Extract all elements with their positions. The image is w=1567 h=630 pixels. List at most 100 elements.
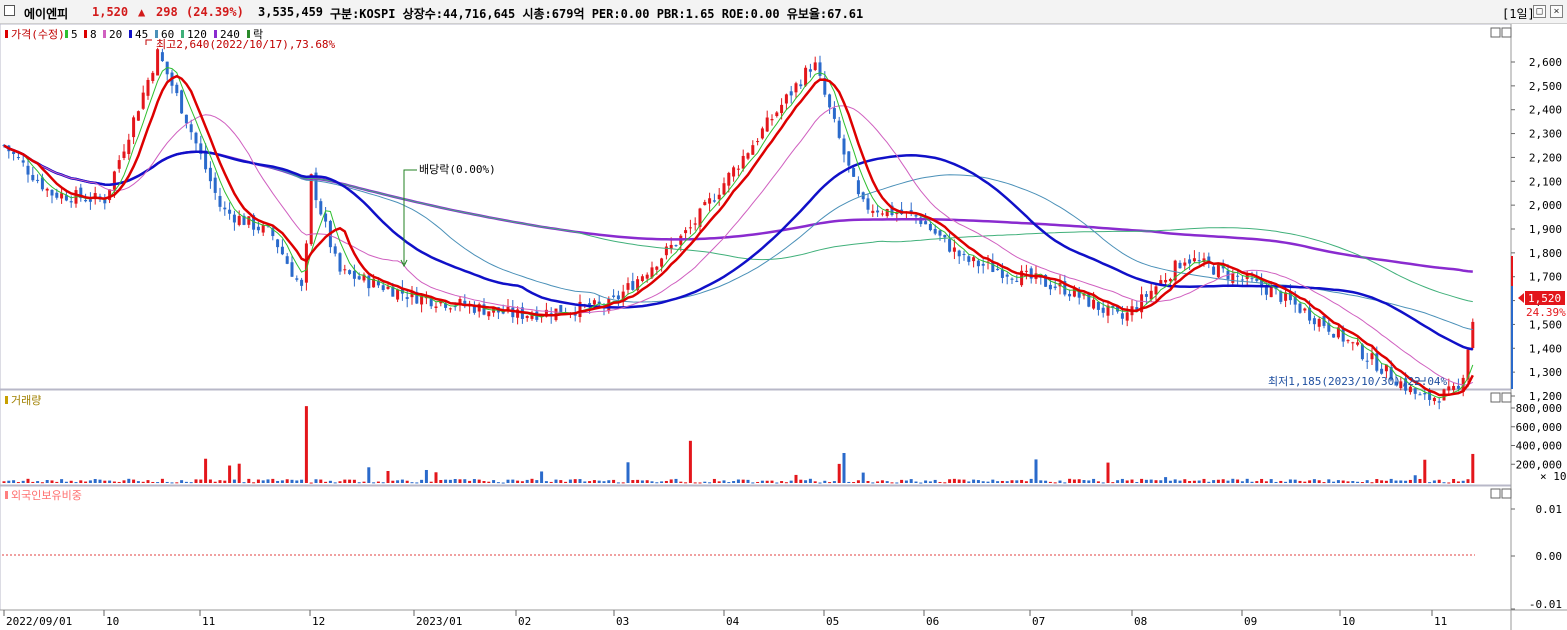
candle-body: [1437, 401, 1441, 403]
candle-body: [285, 256, 289, 264]
maximize-icon[interactable]: □: [1533, 5, 1546, 18]
date-tick-label: 10: [1342, 615, 1355, 628]
candle-body: [1072, 288, 1076, 297]
volume-bar: [2, 481, 6, 483]
high-annotation: 최고2,640(2022/10/17),73.68%: [145, 38, 336, 51]
candle-body: [804, 67, 808, 86]
volume-bar: [1149, 479, 1153, 483]
price-panel[interactable]: [0, 24, 1512, 390]
close-icon[interactable]: ×: [1550, 5, 1563, 18]
volume-panel[interactable]: [0, 389, 1512, 486]
candle-body: [669, 244, 673, 250]
candle-body: [650, 267, 654, 278]
volume-bar: [338, 481, 342, 483]
volume-bar: [1375, 479, 1379, 483]
candle-body: [684, 230, 688, 234]
candle-body: [1068, 293, 1072, 297]
price-tick-label: 2,600: [1529, 56, 1562, 69]
candle-body: [333, 246, 337, 254]
volume-bar: [1168, 480, 1172, 483]
volume-bar: [247, 478, 251, 483]
volume-bar: [698, 482, 702, 484]
moving-average-lines: [3, 66, 1474, 399]
candle-body: [717, 194, 721, 200]
volume-bar: [1221, 479, 1225, 483]
candle-body: [348, 270, 352, 274]
volume-bar: [362, 481, 366, 483]
candle-body: [1087, 292, 1091, 307]
volume-bar: [1173, 479, 1177, 483]
volume-bar: [1029, 478, 1033, 483]
candle-body: [597, 301, 601, 304]
candle-body: [1413, 388, 1417, 394]
price-tick-label: 2,400: [1529, 104, 1562, 117]
volume-bar: [876, 481, 880, 483]
volume-bar: [285, 479, 289, 483]
candle-body: [84, 199, 88, 202]
foreign-panel-buttons[interactable]: [1490, 488, 1512, 499]
volume-bar: [1231, 478, 1235, 483]
candle-body: [184, 114, 188, 124]
volume-bar: [117, 481, 121, 483]
volume-bar: [780, 481, 784, 483]
volume-bar: [919, 482, 923, 484]
volume-bar: [1250, 481, 1254, 483]
volume-bar: [1384, 480, 1388, 483]
volume-bar: [458, 479, 462, 483]
volume-bar: [1308, 480, 1312, 483]
candle-body: [367, 275, 371, 289]
volume-bar: [50, 480, 54, 483]
candle-body: [477, 304, 481, 312]
volume-bar: [813, 481, 817, 483]
select-checkbox[interactable]: [4, 5, 15, 16]
volume-bar: [520, 481, 524, 483]
foreign-ratio-panel[interactable]: [0, 485, 1512, 611]
volume-bar: [717, 481, 721, 483]
volume-bar: [1178, 480, 1182, 483]
volume-bar: [463, 479, 467, 483]
candle-body: [770, 119, 774, 121]
volume-bar: [429, 481, 433, 483]
volume-bar: [852, 482, 856, 484]
volume-bar: [1154, 480, 1158, 483]
volume-bar: [180, 480, 184, 483]
volume-bar: [112, 481, 116, 483]
period-label[interactable]: [1일]: [1502, 7, 1535, 21]
candle-body: [290, 262, 294, 277]
volume-bar: [276, 480, 280, 483]
candle-body: [664, 246, 668, 256]
candle-body: [381, 285, 385, 291]
candle-body: [1264, 285, 1268, 295]
candle-body: [194, 132, 198, 144]
candle-body: [1240, 279, 1244, 281]
volume-bar: [213, 481, 217, 483]
volume-bar: [7, 480, 11, 483]
volume-bar: [290, 479, 294, 483]
candle-body: [976, 260, 980, 267]
candle-body: [1044, 274, 1048, 287]
volume-bar: [525, 479, 529, 483]
volume-bar: [1264, 481, 1268, 483]
candle-body: [127, 139, 131, 155]
stock-chart[interactable]: 가격(수정) 5 8 20 45 60 120 240 락 거래량 외국인보유비중 2,6002…: [0, 24, 1567, 630]
volume-bar: [1197, 480, 1201, 483]
candle-body: [924, 221, 928, 225]
volume-bar: [904, 480, 908, 483]
candle-body: [1005, 274, 1009, 277]
candle-body: [151, 72, 155, 82]
volume-bar: [986, 481, 990, 483]
candle-body: [232, 214, 236, 223]
volume-bar: [12, 480, 16, 483]
volume-bar: [84, 481, 88, 483]
volume-bar: [184, 481, 188, 483]
candle-body: [16, 157, 20, 159]
candle-body: [463, 300, 467, 306]
volume-bar: [535, 480, 539, 483]
candle-body: [1216, 264, 1220, 278]
volume-bar: [1298, 480, 1302, 483]
volume-bar: [1024, 481, 1028, 483]
volume-bar: [1279, 480, 1283, 483]
volume-panel-buttons[interactable]: [1490, 392, 1512, 403]
price-panel-buttons[interactable]: [1490, 27, 1512, 38]
candle-body: [1346, 340, 1350, 342]
